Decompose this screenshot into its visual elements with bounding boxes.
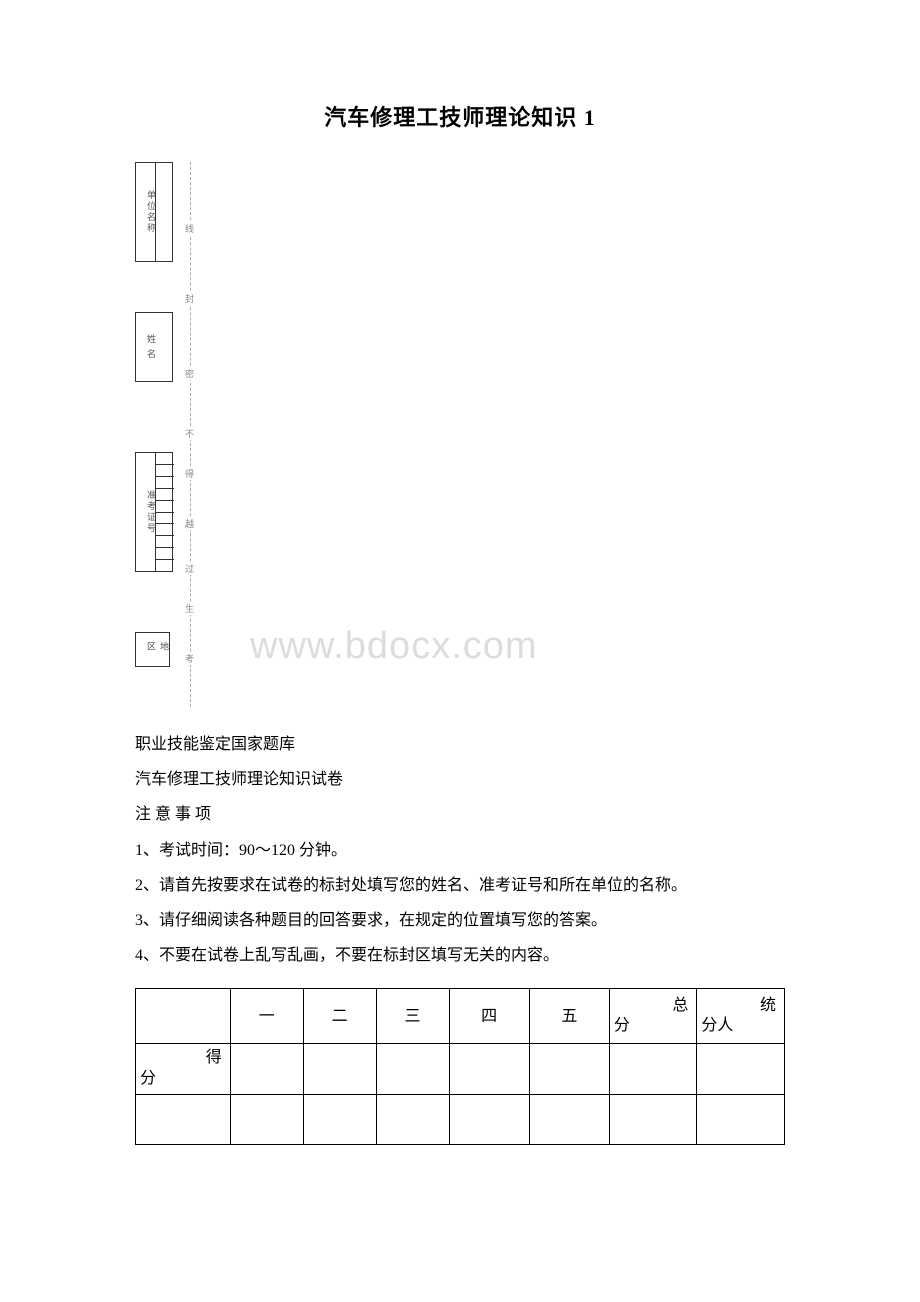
document-title: 汽车修理工技师理论知识 1 xyxy=(135,100,785,132)
table-cell-total: 总 分 xyxy=(609,989,697,1044)
table-cell xyxy=(609,1094,697,1144)
intro-line: 职业技能鉴定国家题库 xyxy=(135,727,785,762)
label-text: 分 xyxy=(614,1016,689,1037)
dash-label: 封 xyxy=(183,292,196,305)
table-cell xyxy=(230,1044,303,1095)
table-cell xyxy=(449,1044,529,1095)
label-region: 地区 xyxy=(145,641,171,658)
grid-lines xyxy=(155,453,174,571)
table-cell xyxy=(376,1094,449,1144)
dash-label: 生 xyxy=(183,602,196,615)
field-name: 姓 名 xyxy=(135,312,173,382)
table-cell xyxy=(136,1094,231,1144)
table-cell xyxy=(697,1094,785,1144)
label-unit-name: 单位名称 xyxy=(145,190,158,234)
notice-item: 2、请首先按要求在试卷的标封处填写您的姓名、准考证号和所在单位的名称。 xyxy=(135,868,785,903)
table-cell xyxy=(449,1094,529,1144)
table-cell: 三 xyxy=(376,989,449,1044)
table-cell xyxy=(136,989,231,1044)
table-cell-score-label: 得 分 xyxy=(136,1044,231,1095)
table-cell xyxy=(303,1094,376,1144)
table-cell xyxy=(376,1044,449,1095)
table-row-empty xyxy=(136,1094,785,1144)
table-cell xyxy=(697,1044,785,1095)
label-text: 分 xyxy=(140,1069,222,1090)
label-text: 分人 xyxy=(701,1016,776,1037)
dash-label: 线 xyxy=(183,222,196,235)
label-text: 总 xyxy=(614,996,689,1017)
dash-label: 不 xyxy=(183,427,196,440)
content-body: 职业技能鉴定国家题库 汽车修理工技师理论知识试卷 注 意 事 项 1、考试时间：… xyxy=(135,727,785,1145)
table-cell xyxy=(303,1044,376,1095)
notice-item: 1、考试时间：90～120 分钟。 xyxy=(135,833,785,868)
label-text: 得 xyxy=(140,1048,222,1069)
table-cell: 二 xyxy=(303,989,376,1044)
intro-line: 汽车修理工技师理论知识试卷 xyxy=(135,762,785,797)
table-cell xyxy=(230,1094,303,1144)
table-cell: 五 xyxy=(529,989,609,1044)
dash-label: 密 xyxy=(183,367,196,380)
label-text: 统 xyxy=(701,996,776,1017)
table-cell xyxy=(609,1044,697,1095)
notice-title: 注 意 事 项 xyxy=(135,797,785,832)
table-cell-scorer: 统 分人 xyxy=(697,989,785,1044)
dash-label: 得 xyxy=(183,467,196,480)
field-exam-id: 准考证号 xyxy=(135,452,173,572)
dash-label: 过 xyxy=(183,562,196,575)
table-row-score: 得 分 xyxy=(136,1044,785,1095)
field-region: 地区 xyxy=(135,632,170,667)
dash-label: 越 xyxy=(183,517,196,530)
notice-item: 3、请仔细阅读各种题目的回答要求，在规定的位置填写您的答案。 xyxy=(135,903,785,938)
table-cell: 四 xyxy=(449,989,529,1044)
field-unit-name: 单位名称 xyxy=(135,162,173,262)
notice-item: 4、不要在试卷上乱写乱画，不要在标封区填写无关的内容。 xyxy=(135,938,785,973)
score-table: 一 二 三 四 五 总 分 统 分人 得 分 xyxy=(135,988,785,1145)
divider-line xyxy=(155,163,156,261)
watermark-text: www.bdocx.com xyxy=(250,625,538,668)
table-cell xyxy=(529,1094,609,1144)
dash-label: 考 xyxy=(183,652,196,665)
table-cell: 一 xyxy=(230,989,303,1044)
table-row-header: 一 二 三 四 五 总 分 统 分人 xyxy=(136,989,785,1044)
label-name: 姓 名 xyxy=(145,334,158,360)
table-cell xyxy=(529,1044,609,1095)
